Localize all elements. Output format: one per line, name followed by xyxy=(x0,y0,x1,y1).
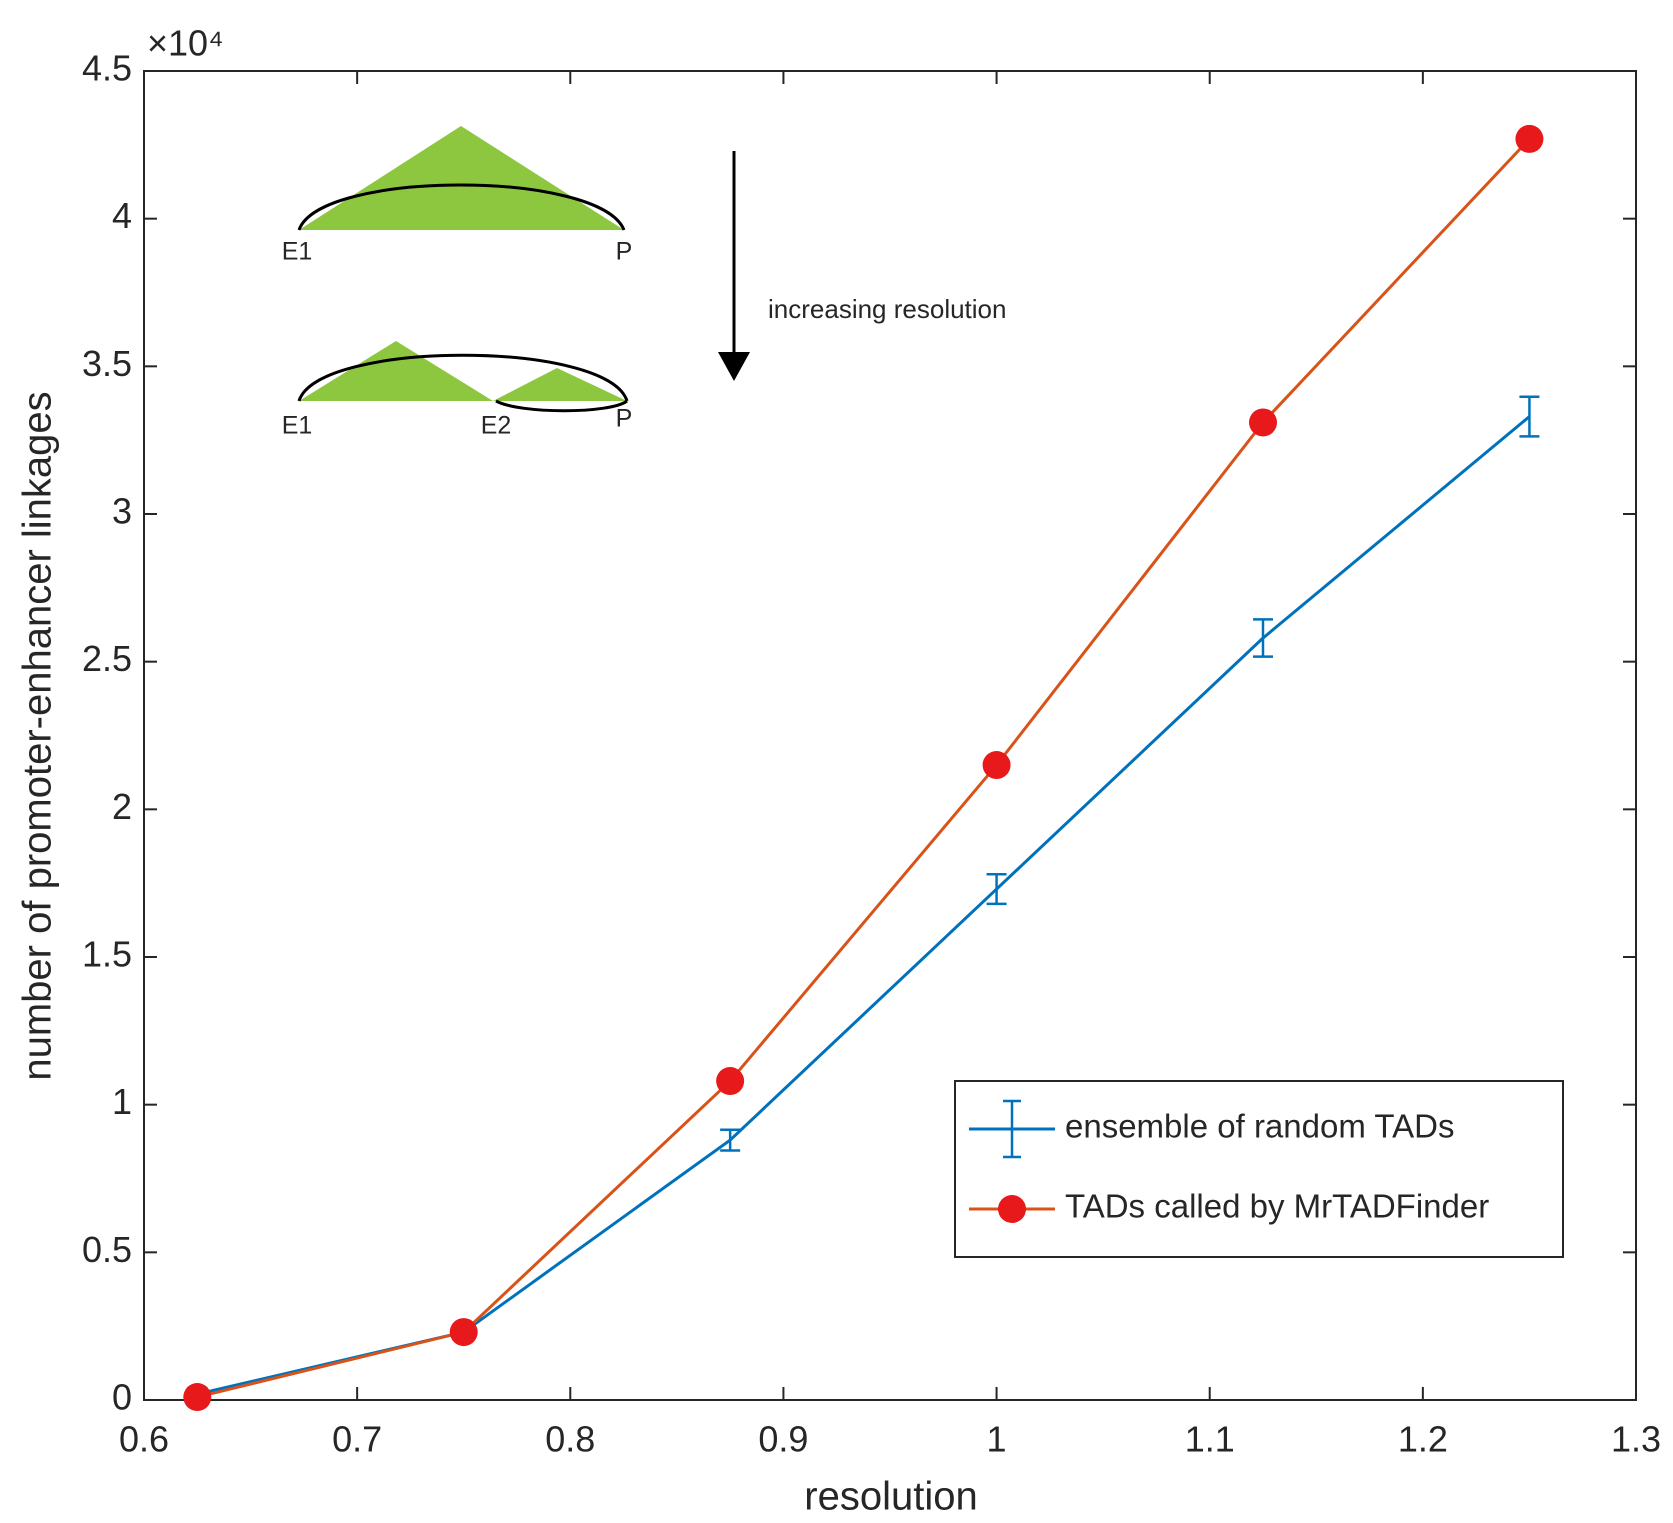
x-tick-label: 1.3 xyxy=(1611,1419,1661,1460)
x-tick-label: 1.2 xyxy=(1398,1419,1448,1460)
arrow-label: increasing resolution xyxy=(768,294,1006,324)
inset-label: E2 xyxy=(481,412,512,440)
inset-diagram: E1 P E1 E2 P increasing resolution xyxy=(282,126,1006,440)
marker xyxy=(183,1383,212,1412)
y-tick-label: 2 xyxy=(112,786,132,827)
inset-label: E1 xyxy=(282,412,313,440)
error-bar xyxy=(1253,618,1273,658)
y-tick-label: 1.5 xyxy=(82,934,132,975)
marker xyxy=(1249,408,1277,437)
error-bar xyxy=(720,1128,741,1152)
error-bar xyxy=(986,873,1007,906)
marker xyxy=(449,1318,478,1347)
y-tick-label: 0 xyxy=(112,1377,132,1418)
marker xyxy=(982,751,1011,780)
x-tick-label: 0.8 xyxy=(545,1419,595,1460)
x-tick-label: 1.1 xyxy=(1185,1419,1235,1460)
y-tick-label: 0.5 xyxy=(82,1229,132,1270)
inset-label: P xyxy=(616,238,633,266)
y-tick-label: 2.5 xyxy=(82,638,132,679)
y-axis-label: number of promoter-enhancer linkages xyxy=(16,391,60,1080)
y-tick-label: 3 xyxy=(112,491,132,532)
inset-label: E1 xyxy=(282,238,313,266)
x-tick-label: 0.6 xyxy=(119,1419,169,1460)
y-tick-label: 1 xyxy=(112,1081,132,1122)
legend-label: ensemble of random TADs xyxy=(1065,1108,1454,1145)
y-tick-label: 3.5 xyxy=(82,343,132,384)
linkage-arc xyxy=(495,399,628,413)
x-axis-label: resolution xyxy=(804,1475,977,1519)
tad-triangle xyxy=(299,341,493,401)
legend: ensemble of random TADs TADs called by Mr… xyxy=(954,1080,1564,1258)
y-scale-label: ×10⁴ xyxy=(147,23,224,64)
error-bar xyxy=(1519,395,1540,438)
x-tick-label: 1 xyxy=(987,1419,1007,1460)
linkage-arc xyxy=(297,183,626,231)
marker xyxy=(716,1067,745,1096)
plot-frame xyxy=(143,70,1637,1401)
tad-triangle xyxy=(299,126,624,230)
legend-label: TADs called by MrTADFinder xyxy=(1065,1188,1489,1225)
series-line xyxy=(196,137,1531,1399)
inset-label: P xyxy=(616,405,633,433)
x-tick-label: 0.7 xyxy=(332,1419,382,1460)
tad-triangle xyxy=(493,368,627,401)
y-tick-label: 4.5 xyxy=(82,48,132,89)
legend-box xyxy=(954,1080,1564,1258)
x-tick-label: 0.9 xyxy=(758,1419,808,1460)
y-tick-label: 4 xyxy=(112,195,132,236)
linkage-arc xyxy=(297,353,629,402)
arrow-head xyxy=(718,352,750,381)
legend-marker xyxy=(998,1195,1026,1223)
marker xyxy=(1515,124,1544,153)
